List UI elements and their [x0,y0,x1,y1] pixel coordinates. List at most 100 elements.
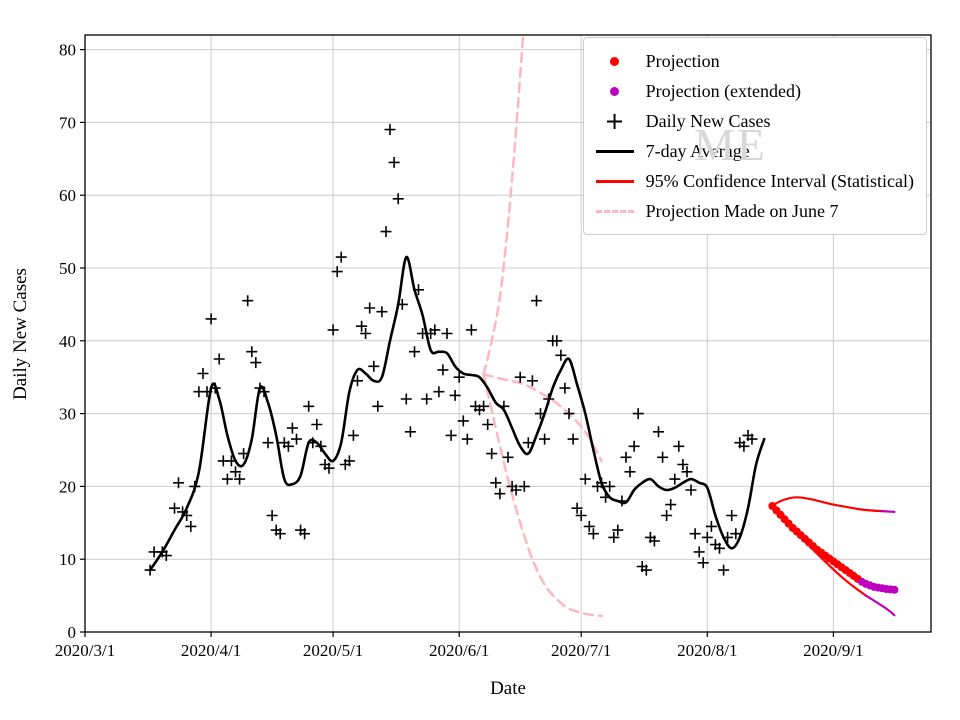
series-daily-new-cases-marker [437,364,449,376]
series-daily-new-cases-marker [498,400,510,412]
series-daily-new-cases-marker [368,360,380,372]
series-daily-new-cases-marker [482,419,494,430]
legend-item-95-confidence-interval-statistical: 95% Confidence Interval (Statistical) [592,166,914,196]
series-daily-new-cases-marker [714,542,725,554]
series-projection-made-on-june-7 [482,35,525,376]
x-tick-label: 2020/7/1 [551,641,611,660]
series-daily-new-cases-marker [640,564,652,576]
series-daily-new-cases-marker [677,459,689,470]
series-daily-new-cases-marker [490,477,502,489]
legend-label: Projection (extended) [645,80,802,101]
series-daily-new-cases-marker [421,393,433,405]
legend-item-projection: Projection [592,46,914,76]
series-daily-new-cases-marker [160,550,172,562]
series-daily-new-cases-marker [567,433,579,445]
legend-marker-plus: + [604,107,625,135]
series-daily-new-cases-marker [315,440,327,452]
series-daily-new-cases-marker [478,400,490,412]
x-tick-label: 2020/9/1 [803,641,863,660]
series-daily-new-cases-marker [201,386,213,398]
series-daily-new-cases-marker [596,477,607,489]
series-daily-new-cases-marker [461,433,473,445]
series-daily-new-cases-marker [722,531,734,543]
series-daily-new-cases-marker [380,226,392,238]
series-daily-new-cases-marker [445,429,457,441]
series-daily-new-cases-marker [693,546,705,558]
legend: Projection Projection (extended) + Daily Ne… [582,37,927,235]
series-daily-new-cases-marker [388,156,400,168]
legend-marker-dot [592,86,638,96]
series-daily-new-cases-marker [266,510,278,521]
series-daily-new-cases-marker [465,324,477,336]
series-95-confidence-interval-statistical [771,496,884,513]
legend-marker-line [592,149,638,153]
series-daily-new-cases-marker [502,451,514,463]
legend-label: Daily New Cases [645,110,771,131]
series-daily-new-cases-marker [258,386,270,398]
series-projection-made-on-june-7 [482,373,603,463]
series-daily-new-cases-marker [181,510,193,521]
series-daily-new-cases-marker [685,484,697,496]
legend-marker-dot [592,56,638,66]
series-confidence-interval-extended [864,594,896,617]
series-daily-new-cases-marker [453,371,465,383]
series-daily-new-cases-marker [457,415,469,427]
series-daily-new-cases-marker [628,440,640,452]
series-daily-new-cases-marker [234,473,246,485]
y-tick-label: 10 [59,550,76,569]
series-daily-new-cases-marker [331,266,343,278]
x-tick-label: 2020/5/1 [303,641,363,660]
x-tick-label: 2020/6/1 [429,641,489,660]
series-daily-new-cases-marker [299,528,311,540]
legend-marker-dashed-line [592,209,638,213]
series-daily-new-cases-marker [400,393,412,405]
series-daily-new-cases-marker [608,531,620,543]
y-axis-label: Daily New Cases [10,268,31,400]
series-daily-new-cases-marker [238,448,250,460]
series-daily-new-cases-marker [535,408,546,420]
series-daily-new-cases-marker [303,400,315,412]
series-daily-new-cases-marker [559,382,571,394]
series-daily-new-cases-marker [539,433,551,445]
series-daily-new-cases-marker [697,557,709,569]
series-daily-new-cases-marker [384,124,396,136]
series-daily-new-cases-marker [543,393,555,405]
series-daily-new-cases-marker [575,510,587,521]
series-daily-new-cases-marker [197,368,209,379]
series-daily-new-cases-marker [360,328,372,339]
x-tick-label: 2020/8/1 [677,641,737,660]
series-daily-new-cases-marker [526,375,538,387]
series-daily-new-cases-marker [144,564,156,576]
series-daily-new-cases-marker [738,440,750,452]
series-daily-new-cases-marker [746,433,758,445]
legend-label: 95% Confidence Interval (Statistical) [645,170,914,191]
legend-item-daily-new-cases: + Daily New Cases [592,106,914,136]
series-daily-new-cases-marker [730,528,742,540]
series-daily-new-cases-marker [221,473,233,485]
series-daily-new-cases-marker [583,520,595,532]
series-projection-made-on-june-7 [482,373,603,618]
series-daily-new-cases-marker [262,437,274,449]
series-daily-new-cases-marker [274,528,286,540]
series-daily-new-cases-marker [409,346,420,358]
series-daily-new-cases-marker [657,451,669,463]
series-7-day-average [148,255,766,572]
series-daily-new-cases-marker [335,251,347,263]
series-daily-new-cases-marker [632,408,644,420]
series-daily-new-cases-marker [282,440,294,452]
series-daily-new-cases-marker [205,313,217,325]
series-daily-new-cases-marker [311,419,323,430]
series-confidence-interval-extended [881,510,896,513]
series-daily-new-cases-marker [555,349,567,361]
series-daily-new-cases-marker [579,473,591,485]
series-daily-new-cases-marker [242,295,254,307]
series-daily-new-cases-marker [429,324,441,336]
legend-marker-line [592,179,638,183]
series-daily-new-cases-marker [616,495,628,507]
legend-label: Projection [645,50,720,71]
y-tick-label: 0 [68,623,77,642]
series-daily-new-cases-marker [250,357,262,369]
series-daily-new-cases-marker [661,510,673,521]
series-daily-new-cases-marker [173,477,184,489]
series-daily-new-cases-marker [413,284,424,296]
